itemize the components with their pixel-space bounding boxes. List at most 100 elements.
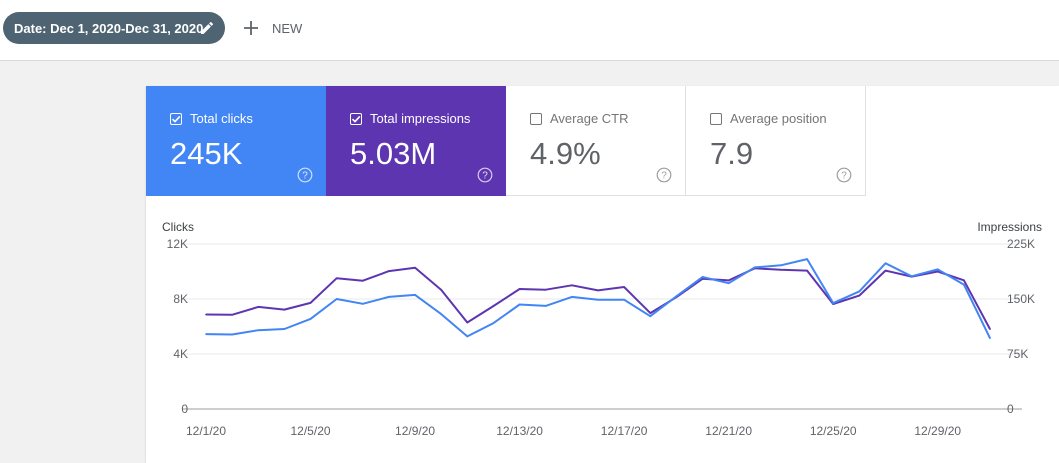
data-point-impressions [362,279,364,282]
data-point-impressions [335,277,338,280]
data-point-clicks [989,337,991,339]
right-axis-tick-label: 0 [1007,402,1014,416]
metric-tile-average-ctr[interactable]: Average CTR 4.9% ? [506,86,686,196]
help-icon[interactable]: ? [477,167,493,183]
new-filter-button[interactable]: NEW [242,14,302,42]
metric-tile-total-clicks[interactable]: Total clicks 245K ? [146,86,326,196]
data-point-clicks [283,328,286,330]
data-point-impressions [571,284,573,287]
metric-value: 7.9 [710,136,754,171]
svg-text:?: ? [482,171,488,182]
metric-value: 245K [170,136,243,171]
data-point-clicks [571,296,573,298]
data-point-impressions [936,270,939,273]
svg-text:?: ? [661,171,667,182]
data-point-clicks [205,333,207,335]
x-axis-tick-label: 12/17/20 [601,424,648,438]
data-point-clicks [936,268,939,271]
data-point-impressions [388,270,390,272]
plus-icon [244,21,258,35]
checkbox-checked-icon[interactable] [350,112,362,125]
data-point-impressions [727,279,730,282]
data-point-impressions [806,269,808,272]
data-point-clicks [518,303,521,306]
data-point-clicks [623,298,625,301]
right-axis-ticks: 0 75K 150K 225K [1007,237,1035,416]
data-point-impressions [780,269,782,271]
checkbox-checked-icon[interactable] [170,112,182,125]
x-axis-tick-label: 12/21/20 [705,424,752,438]
checkbox-unchecked-icon[interactable] [710,112,722,125]
svg-text:?: ? [841,171,847,182]
data-point-impressions [466,321,469,324]
data-point-clicks [754,266,756,269]
performance-line-chart: Clicks Impressions 0 4K 8K 12K 0 75K 150K 225K… [162,220,1042,438]
svg-text:?: ? [302,171,308,182]
data-point-clicks [597,298,599,301]
data-point-clicks [440,313,443,315]
metric-tile-total-impressions[interactable]: Total impressions 5.03M ? [326,86,506,196]
x-axis-ticks: 12/1/20 12/5/20 12/9/20 12/13/20 12/17/20 12/… [186,424,961,438]
data-point-clicks [649,315,652,317]
help-icon[interactable]: ? [836,167,852,183]
x-axis-tick-label: 12/5/20 [291,424,331,438]
data-point-impressions [309,302,312,304]
left-axis-tick-label: 4K [173,347,188,361]
right-axis-tick-label: 75K [1007,347,1028,361]
data-point-clicks [544,305,547,307]
data-point-impressions [649,312,652,314]
data-point-impressions [963,279,965,282]
left-axis-title: Clicks [162,220,194,234]
data-point-impressions [544,288,547,291]
help-icon[interactable]: ? [656,167,672,183]
data-point-clicks [257,329,260,332]
pencil-icon [201,21,214,34]
metric-label: Total clicks [190,111,253,126]
data-point-clicks [963,283,965,286]
data-point-clicks [466,335,469,338]
left-axis-tick-label: 12K [167,237,188,251]
metric-label-row: Average CTR [530,111,629,126]
metric-label: Average position [730,111,827,126]
metric-value: 5.03M [350,136,437,171]
data-point-impressions [231,313,233,316]
data-point-clicks [388,296,390,298]
data-point-impressions [440,289,443,291]
date-filter-label: Date: Dec 1, 2020-Dec 31, 2020 [14,20,204,36]
data-point-clicks [780,264,782,267]
metric-label: Average CTR [550,111,629,126]
data-point-clicks [309,318,312,320]
data-point-impressions [989,328,991,330]
metric-label-row: Total clicks [170,111,253,126]
data-point-impressions [257,306,260,308]
data-point-clicks [335,298,338,300]
checkbox-unchecked-icon[interactable] [530,112,542,125]
x-axis-tick-label: 12/29/20 [914,424,961,438]
data-point-impressions [623,286,625,288]
data-point-clicks [231,333,233,336]
data-point-clicks [492,322,495,324]
data-point-clicks [727,282,730,284]
series-lines [205,258,991,339]
data-point-clicks [832,302,834,304]
data-point-clicks [806,258,808,260]
metric-value: 4.9% [530,136,601,171]
data-point-impressions [597,289,599,292]
top-toolbar: Date: Dec 1, 2020-Dec 31, 2020 NEW [0,0,1059,61]
data-point-impressions [858,294,861,297]
left-axis-tick-label: 8K [173,292,188,306]
date-filter-chip[interactable]: Date: Dec 1, 2020-Dec 31, 2020 [3,12,225,44]
performance-card: Total clicks 245K ? Total impressions 5.… [146,86,1059,463]
data-point-impressions [414,266,416,269]
metric-tile-average-position[interactable]: Average position 7.9 ? [686,86,866,196]
help-icon[interactable]: ? [297,167,313,183]
new-filter-label: NEW [272,20,303,36]
data-point-impressions [518,288,521,290]
metric-label-row: Average position [710,111,827,126]
data-point-impressions [283,308,286,311]
data-point-impressions [884,269,887,272]
right-axis-title: Impressions [977,220,1042,234]
x-axis-tick-label: 12/13/20 [496,424,543,438]
data-point-clicks [362,303,364,305]
metric-label: Total impressions [370,111,471,126]
